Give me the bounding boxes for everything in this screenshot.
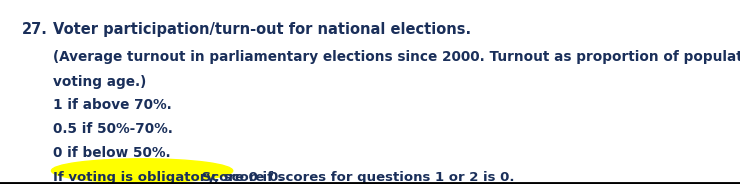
Text: Score 0 if scores for questions 1 or 2 is 0.: Score 0 if scores for questions 1 or 2 i… (198, 171, 515, 184)
Text: 1 if above 70%.: 1 if above 70%. (53, 98, 172, 112)
Text: If voting is obligatory, score 0.: If voting is obligatory, score 0. (53, 171, 283, 184)
Text: voting age.): voting age.) (53, 75, 147, 89)
Text: 0 if below 50%.: 0 if below 50%. (53, 146, 171, 160)
Text: 27.: 27. (22, 22, 48, 37)
Ellipse shape (52, 159, 233, 183)
Text: 0.5 if 50%-70%.: 0.5 if 50%-70%. (53, 122, 173, 136)
Text: Voter participation/turn-out for national elections.: Voter participation/turn-out for nationa… (53, 22, 471, 37)
Text: (Average turnout in parliamentary elections since 2000. Turnout as proportion of: (Average turnout in parliamentary electi… (53, 50, 740, 64)
